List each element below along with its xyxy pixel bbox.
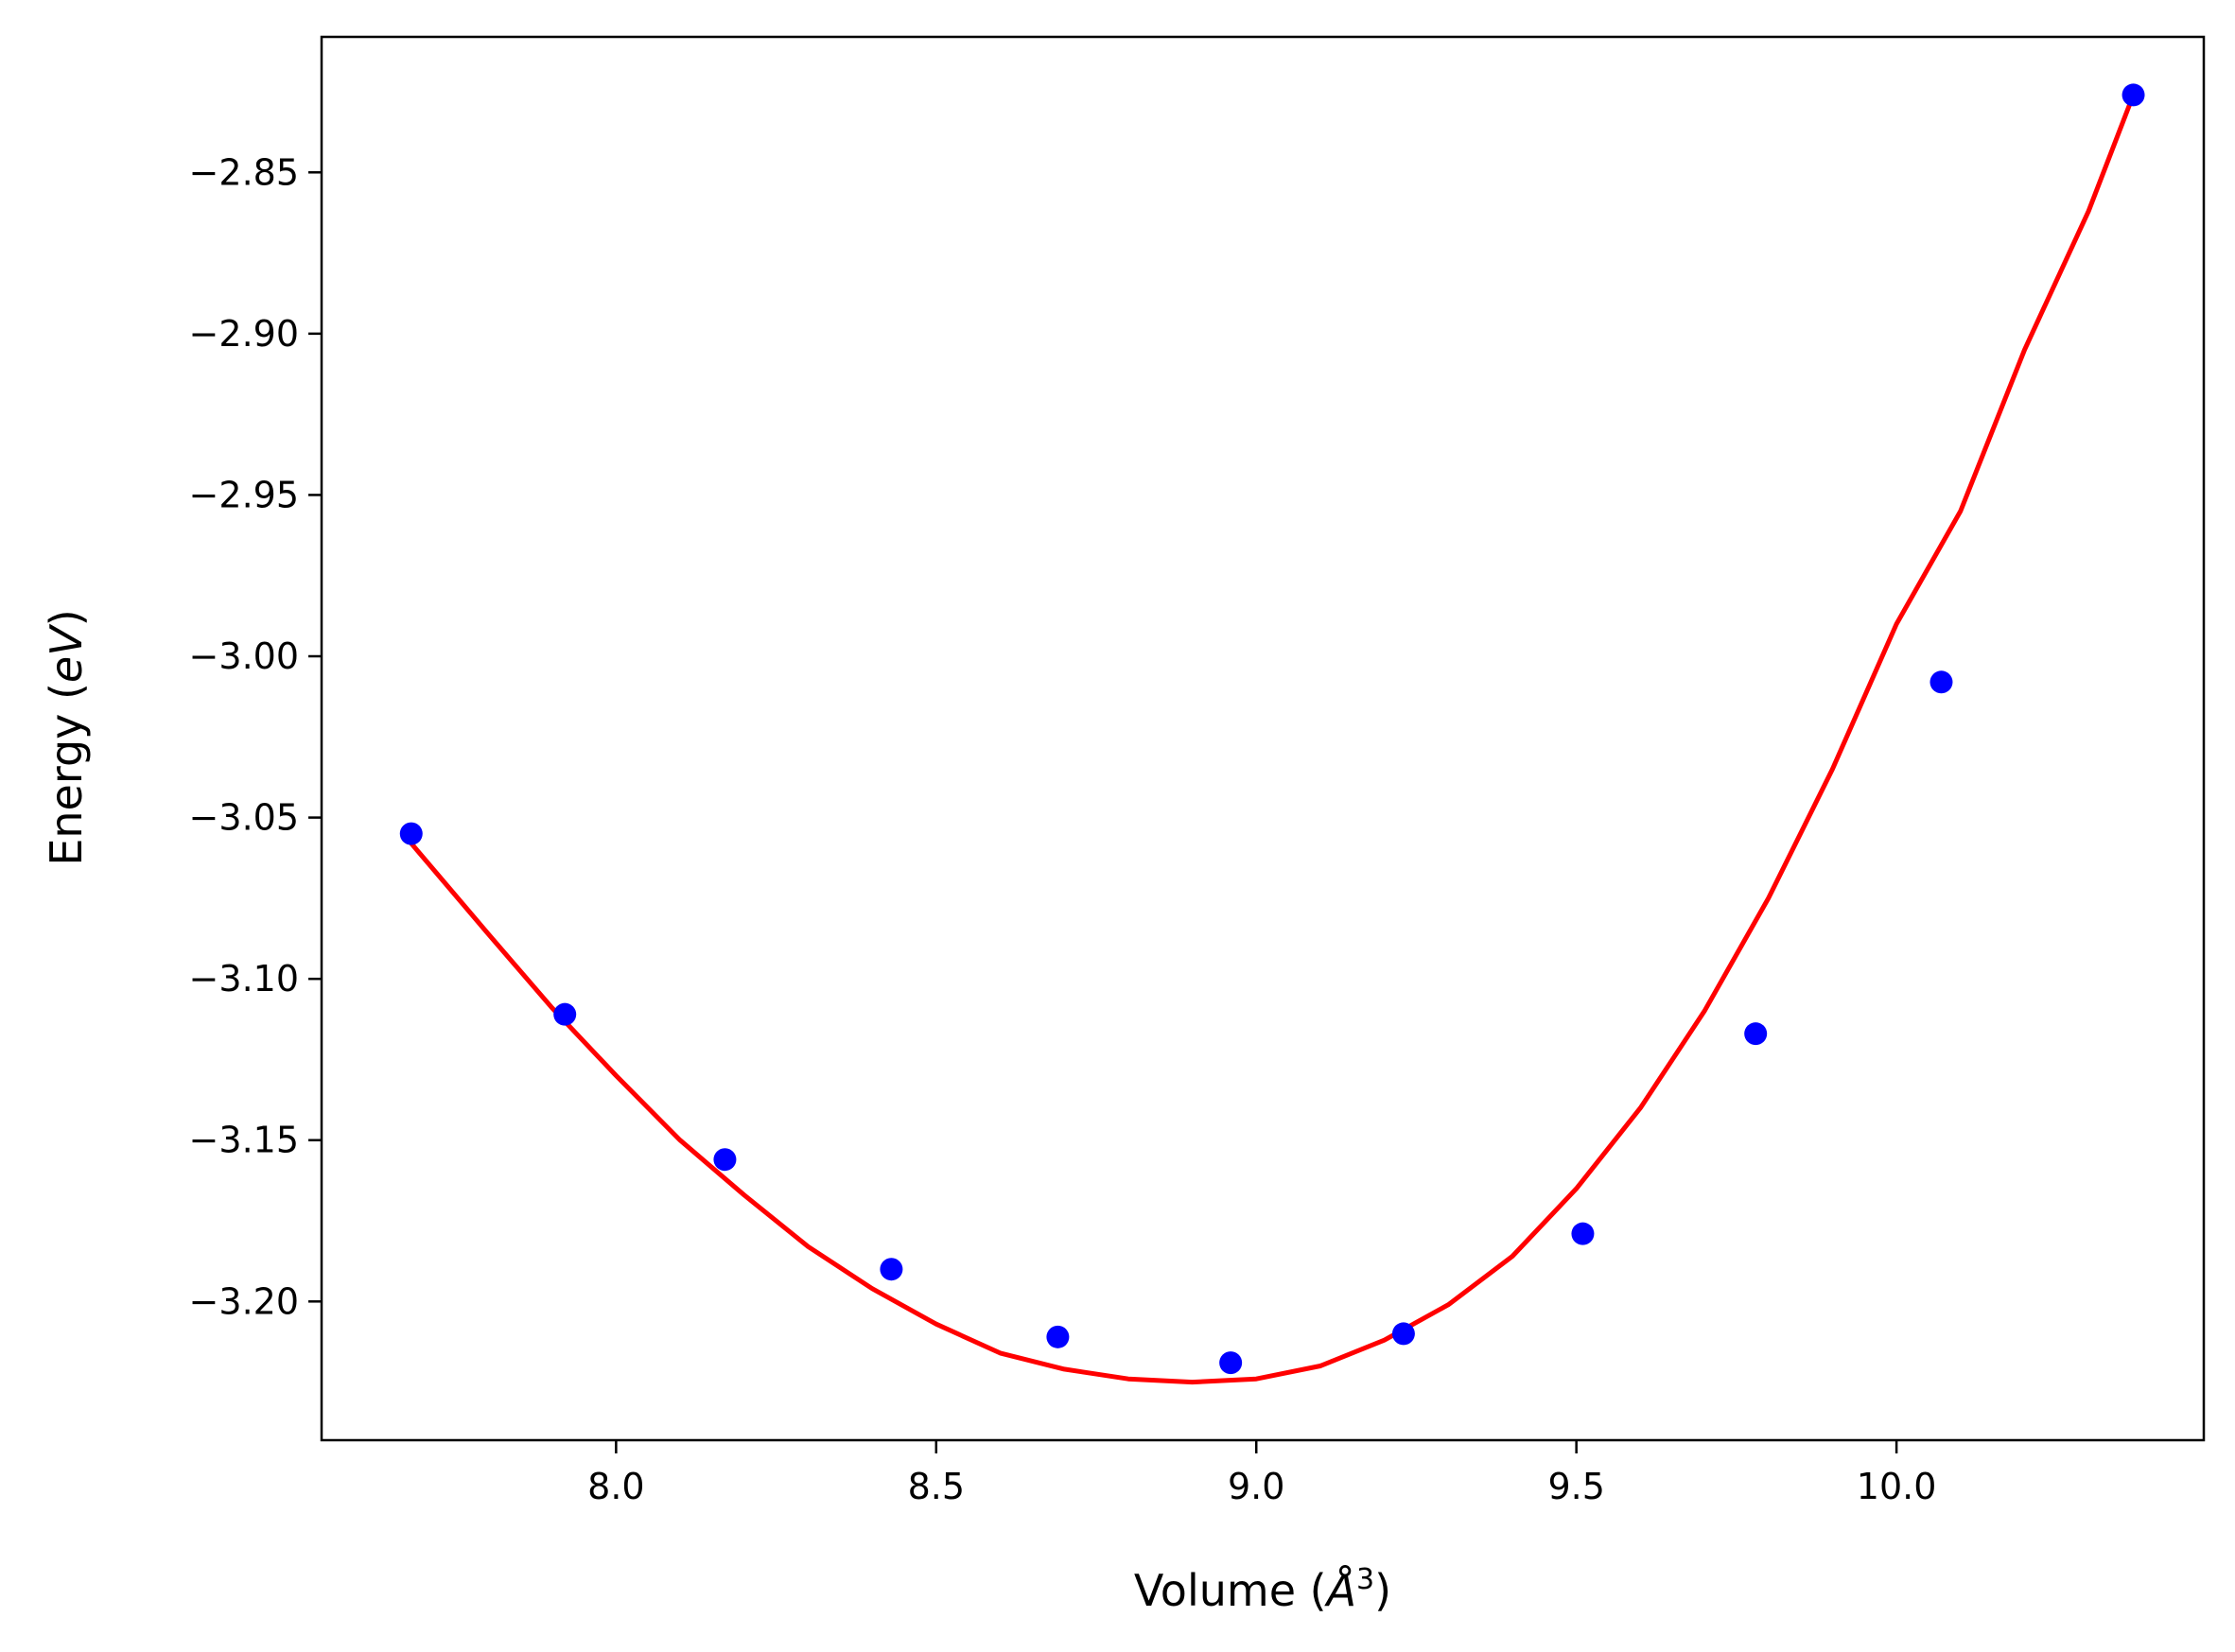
data-point	[1391, 1322, 1415, 1346]
data-point	[1219, 1351, 1243, 1375]
x-axis-ticks: 8.0 8.5 9.0 9.5 10.0	[587, 1440, 1936, 1507]
y-tick-label: −2.95	[189, 474, 299, 515]
data-points-layer	[399, 83, 2145, 1375]
y-tick-label: −3.00	[189, 635, 299, 677]
data-point	[713, 1148, 737, 1172]
data-point	[1571, 1222, 1595, 1245]
data-point	[1744, 1022, 1768, 1046]
y-axis-ticks: −2.85 −2.90 −2.95 −3.00 −3.05 −3.10 −3.15 −3.20	[189, 151, 322, 1322]
data-point	[1046, 1325, 1070, 1348]
y-tick-label: −3.05	[189, 797, 299, 839]
y-axis-label: Energy (eV)	[41, 609, 92, 865]
x-tick-label: 9.5	[1547, 1466, 1604, 1507]
y-tick-label: −3.20	[189, 1280, 299, 1322]
x-tick-label: 8.0	[587, 1466, 644, 1507]
data-point	[2122, 83, 2145, 107]
y-tick-label: −3.10	[189, 958, 299, 1000]
fit-curve-line	[409, 94, 2136, 1385]
data-point	[399, 822, 423, 845]
x-axis-label: Volume (Å3)	[1134, 1563, 1391, 1616]
y-tick-label: −3.15	[189, 1120, 299, 1161]
x-tick-label: 10.0	[1857, 1466, 1937, 1507]
plot-frame	[320, 35, 2206, 1442]
x-tick-label: 9.0	[1228, 1466, 1284, 1507]
data-point	[553, 1002, 577, 1026]
data-point	[880, 1258, 903, 1281]
x-tick-label: 8.5	[908, 1466, 965, 1507]
data-point	[1929, 670, 1953, 694]
fit-curve-layer	[409, 94, 2136, 1385]
y-tick-label: −2.90	[189, 313, 299, 355]
y-tick-label: −2.85	[189, 151, 299, 193]
